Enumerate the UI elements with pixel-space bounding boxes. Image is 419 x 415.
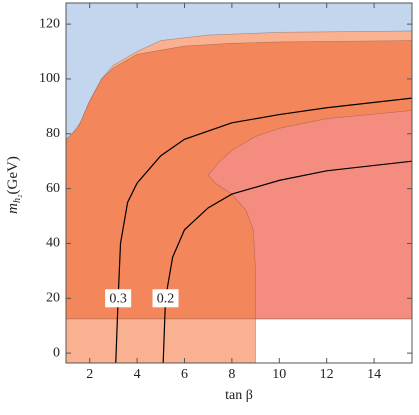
y-label-unit: (GeV) (5, 156, 21, 194)
x-tick-label: 10 (272, 367, 286, 382)
y-tick-label: 40 (46, 236, 60, 251)
x-tick-label: 2 (86, 367, 93, 382)
contour-label: 0.2 (157, 292, 175, 307)
y-tick-label: 80 (46, 126, 60, 141)
contour-line (162, 160, 413, 364)
y-tick-label: 20 (46, 291, 60, 306)
contour-label-box (152, 289, 179, 308)
x-tick-label: 6 (181, 367, 188, 382)
contour-line (115, 97, 413, 364)
y-tick-label: 100 (39, 71, 60, 86)
y-tick-label: 60 (46, 181, 60, 196)
contour-label-box (105, 289, 132, 308)
y-axis-label: mh₂(GeV) (5, 156, 23, 214)
y-label-subscript: h₂ (12, 194, 23, 203)
y-tick-label: 0 (53, 345, 60, 360)
x-tick-label: 8 (228, 367, 235, 382)
x-tick-label: 14 (367, 367, 381, 382)
plot-frame (65, 2, 413, 364)
x-tick-label: 12 (320, 367, 334, 382)
x-tick-label: 4 (134, 367, 141, 382)
y-label-symbol: m (5, 203, 21, 214)
y-tick-label: 120 (39, 16, 60, 31)
contour-label: 0.3 (109, 292, 127, 307)
region (65, 318, 256, 364)
x-axis-label: tan β (225, 388, 253, 403)
